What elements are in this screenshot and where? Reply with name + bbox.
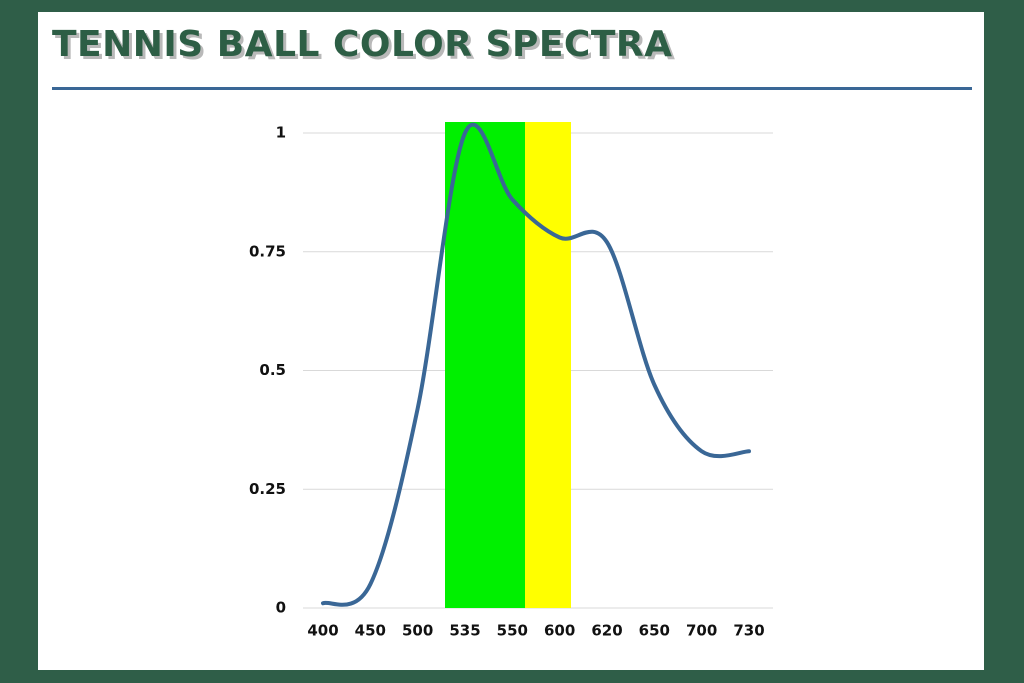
green-band: [445, 122, 525, 608]
x-tick-label: 600: [544, 622, 575, 640]
x-tick-label: 730: [733, 622, 764, 640]
x-tick-label: 500: [402, 622, 433, 640]
line: [321, 122, 751, 607]
yellow-band: [525, 122, 571, 608]
x-tick-label: 400: [307, 622, 338, 640]
x-tick-label: 620: [591, 622, 622, 640]
y-tick-label: 0.5: [259, 361, 286, 379]
y-tick-label: 0: [276, 599, 286, 617]
y-tick-label: 0.25: [249, 480, 286, 498]
y-tick-label: 0.75: [249, 242, 286, 260]
y-tick-label: 1: [276, 124, 286, 142]
x-tick-label: 650: [639, 622, 670, 640]
x-tick-label: 550: [497, 622, 528, 640]
x-tick-label: 535: [449, 622, 480, 640]
x-tick-label: 450: [355, 622, 386, 640]
chart-title: Tennis Ball Color Spectra: [52, 24, 673, 65]
x-tick-label: 700: [686, 622, 717, 640]
title-rule: [52, 87, 972, 90]
